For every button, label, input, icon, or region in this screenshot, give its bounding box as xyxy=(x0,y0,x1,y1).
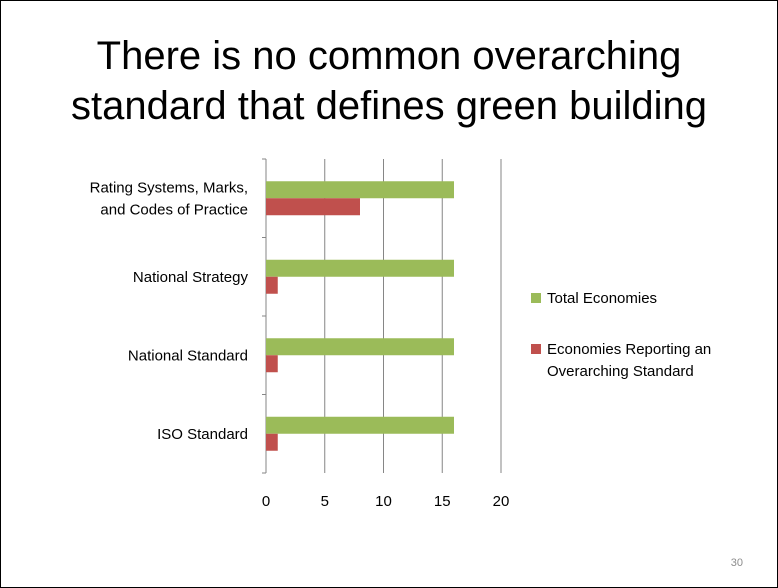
bar-total-0 xyxy=(266,181,454,199)
legend-label-1-line-1: Overarching Standard xyxy=(547,363,694,380)
x-tick-label-3: 15 xyxy=(434,493,451,510)
bar-reporting-1 xyxy=(266,276,278,294)
bar-total-1 xyxy=(266,259,454,277)
category-label-3: ISO Standard xyxy=(157,426,248,443)
slide-title: There is no common overarching standard … xyxy=(21,31,757,131)
x-tick-label-1: 5 xyxy=(321,493,329,510)
x-tick-label-0: 0 xyxy=(262,493,270,510)
bar-reporting-0 xyxy=(266,198,360,216)
legend-swatch-1 xyxy=(531,344,541,354)
bar-reporting-2 xyxy=(266,355,278,373)
title-line-1: There is no common overarching xyxy=(96,34,682,78)
x-tick-label-4: 20 xyxy=(493,493,510,510)
bar-total-2 xyxy=(266,338,454,356)
page-number: 30 xyxy=(730,557,743,569)
category-label-0-line-0: Rating Systems, Marks, xyxy=(90,179,248,196)
category-label-2: National Standard xyxy=(128,347,248,364)
legend-label-1-line-0: Economies Reporting an xyxy=(547,341,711,358)
bar-reporting-3 xyxy=(266,433,278,451)
legend-swatch-0 xyxy=(531,293,541,303)
legend-label-0: Total Economies xyxy=(547,290,657,307)
x-tick-label-2: 10 xyxy=(375,493,392,510)
category-label-0-line-1: and Codes of Practice xyxy=(100,201,248,218)
category-label-1: National Strategy xyxy=(133,269,249,286)
bar-total-3 xyxy=(266,416,454,434)
title-line-2: standard that defines green building xyxy=(70,84,707,128)
